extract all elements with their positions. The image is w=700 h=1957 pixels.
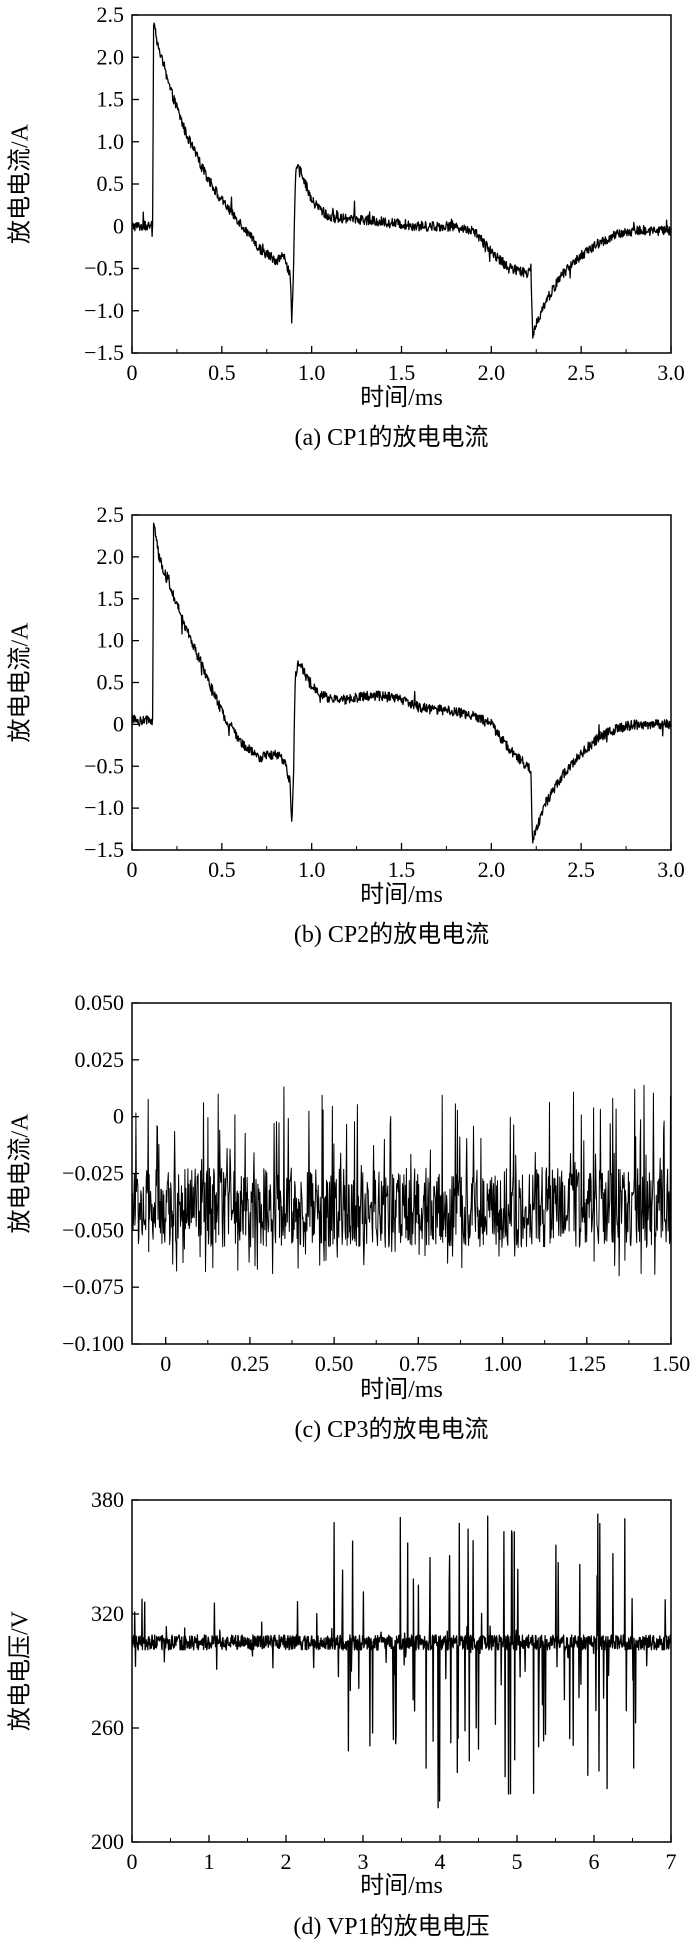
- x-tick-label: 1.25: [568, 1351, 607, 1376]
- y-tick-label: −0.075: [62, 1274, 124, 1299]
- x-tick-label: 0.5: [208, 360, 236, 385]
- x-tick-label: 2.0: [478, 857, 506, 882]
- x-tick-label: 1: [204, 1849, 215, 1874]
- y-tick-label: 0: [113, 711, 124, 736]
- x-tick-label: 0.5: [208, 857, 236, 882]
- x-axis-title: 时间/ms: [360, 384, 443, 411]
- y-tick-label: 0: [113, 213, 124, 238]
- y-tick-label: 0.5: [97, 670, 125, 695]
- x-tick-label: 3: [358, 1849, 369, 1874]
- x-tick-label: 2.0: [478, 360, 506, 385]
- y-tick-label: 320: [91, 1601, 124, 1626]
- trace-group: [132, 522, 671, 844]
- chart-panel-2: 0 0.5 1.0 1.5 2.0 2.5 3.0 2.5 2.0 1.5 1.0 0.5 0 −0.5 −…: [7, 502, 685, 948]
- y-axis-title: 放电电流/A: [7, 622, 34, 743]
- y-axis-title: 放电电流/A: [7, 123, 34, 244]
- panel-caption: (a) CP1的放电电流: [295, 424, 489, 451]
- y-tick-label: 1.5: [97, 87, 125, 112]
- y-tick-label: −1.5: [84, 837, 124, 862]
- x-tick-label: 0: [127, 360, 138, 385]
- y-tick-label: −1.0: [84, 298, 124, 323]
- y-tick-label: −0.025: [62, 1161, 124, 1186]
- x-tick-label: 1.0: [298, 857, 326, 882]
- y-tick-label: −1.5: [84, 340, 124, 365]
- series-line: [132, 22, 671, 339]
- y-axis-title: 放电电压/V: [7, 1610, 34, 1731]
- y-tick-label: 200: [91, 1829, 124, 1854]
- x-tick-label: 0.50: [315, 1351, 354, 1376]
- y-tick-label: −0.5: [84, 256, 124, 281]
- x-tick-label: 0.25: [231, 1351, 270, 1376]
- series-line: [132, 1513, 671, 1809]
- x-tick-label: 2: [281, 1849, 292, 1874]
- y-tick-label: 0.025: [75, 1047, 125, 1072]
- x-tick-label: 0: [160, 1351, 171, 1376]
- x-tick-label: 1.5: [388, 857, 416, 882]
- y-tick-label: −1.0: [84, 795, 124, 820]
- x-tick-label: 0: [127, 857, 138, 882]
- x-tick-label: 0.75: [399, 1351, 438, 1376]
- y-tick-label: 0: [113, 1104, 124, 1129]
- chart-panel-4: 0 1 2 3 4 5 6 7 380 320 260 200 时间/ms 放电电压/V (d) VP1的放…: [7, 1487, 677, 1940]
- y-tick-label: 2.0: [97, 544, 125, 569]
- y-tick-label: 2.5: [97, 2, 125, 27]
- panel-caption: (c) CP3的放电电流: [295, 1416, 489, 1443]
- plot-frame: [131, 1499, 672, 1843]
- x-tick-label: 3.0: [657, 360, 685, 385]
- trace-group: [132, 22, 671, 339]
- series-line: [132, 522, 671, 844]
- x-tick-label: 3.0: [657, 857, 685, 882]
- x-tick-label: 5: [512, 1849, 523, 1874]
- plot-frame: [131, 14, 672, 354]
- x-tick-label: 2.5: [567, 360, 595, 385]
- y-tick-label: 1.0: [97, 129, 125, 154]
- x-tick-label: 1.00: [483, 1351, 522, 1376]
- x-axis-title: 时间/ms: [360, 1872, 443, 1899]
- y-tick-label: 2.5: [97, 502, 125, 527]
- y-tick-label: 380: [91, 1487, 124, 1512]
- y-tick-label: 0.050: [75, 990, 125, 1015]
- y-tick-label: −0.100: [62, 1331, 124, 1356]
- x-tick-label: 0: [127, 1849, 138, 1874]
- series-line: [132, 1084, 671, 1277]
- trace-group: [132, 1513, 671, 1809]
- x-tick-label: 1.0: [298, 360, 326, 385]
- panel-caption: (b) CP2的放电电流: [294, 921, 489, 948]
- y-tick-label: 260: [91, 1715, 124, 1740]
- plot-frame: [131, 514, 672, 851]
- x-tick-label: 2.5: [567, 857, 595, 882]
- x-axis-title: 时间/ms: [360, 1376, 443, 1403]
- y-tick-label: −0.050: [62, 1217, 124, 1242]
- panel-caption: (d) VP1的放电电压: [293, 1913, 489, 1940]
- chart-panel-1: 0 0.5 1.0 1.5 2.0 2.5 3.0 2.5 2.0 1.5 1.0 0.5 0 −0.5 −…: [7, 2, 685, 451]
- x-tick-label: 1.5: [388, 360, 416, 385]
- x-tick-label: 6: [589, 1849, 600, 1874]
- y-tick-label: 1.0: [97, 628, 125, 653]
- y-tick-label: 0.5: [97, 171, 125, 196]
- x-tick-label: 4: [435, 1849, 446, 1874]
- y-tick-label: 1.5: [97, 586, 125, 611]
- x-axis-title: 时间/ms: [360, 881, 443, 908]
- y-axis-title: 放电电流/A: [7, 1113, 34, 1234]
- y-tick-label: −0.5: [84, 753, 124, 778]
- trace-group: [132, 1084, 671, 1277]
- x-tick-label: 7: [666, 1849, 677, 1874]
- chart-panel-3: 0 0.25 0.50 0.75 1.00 1.25 1.50 0.050 0.025 0 −0.0…: [7, 990, 691, 1443]
- x-tick-label: 1.50: [652, 1351, 691, 1376]
- y-tick-label: 2.0: [97, 44, 125, 69]
